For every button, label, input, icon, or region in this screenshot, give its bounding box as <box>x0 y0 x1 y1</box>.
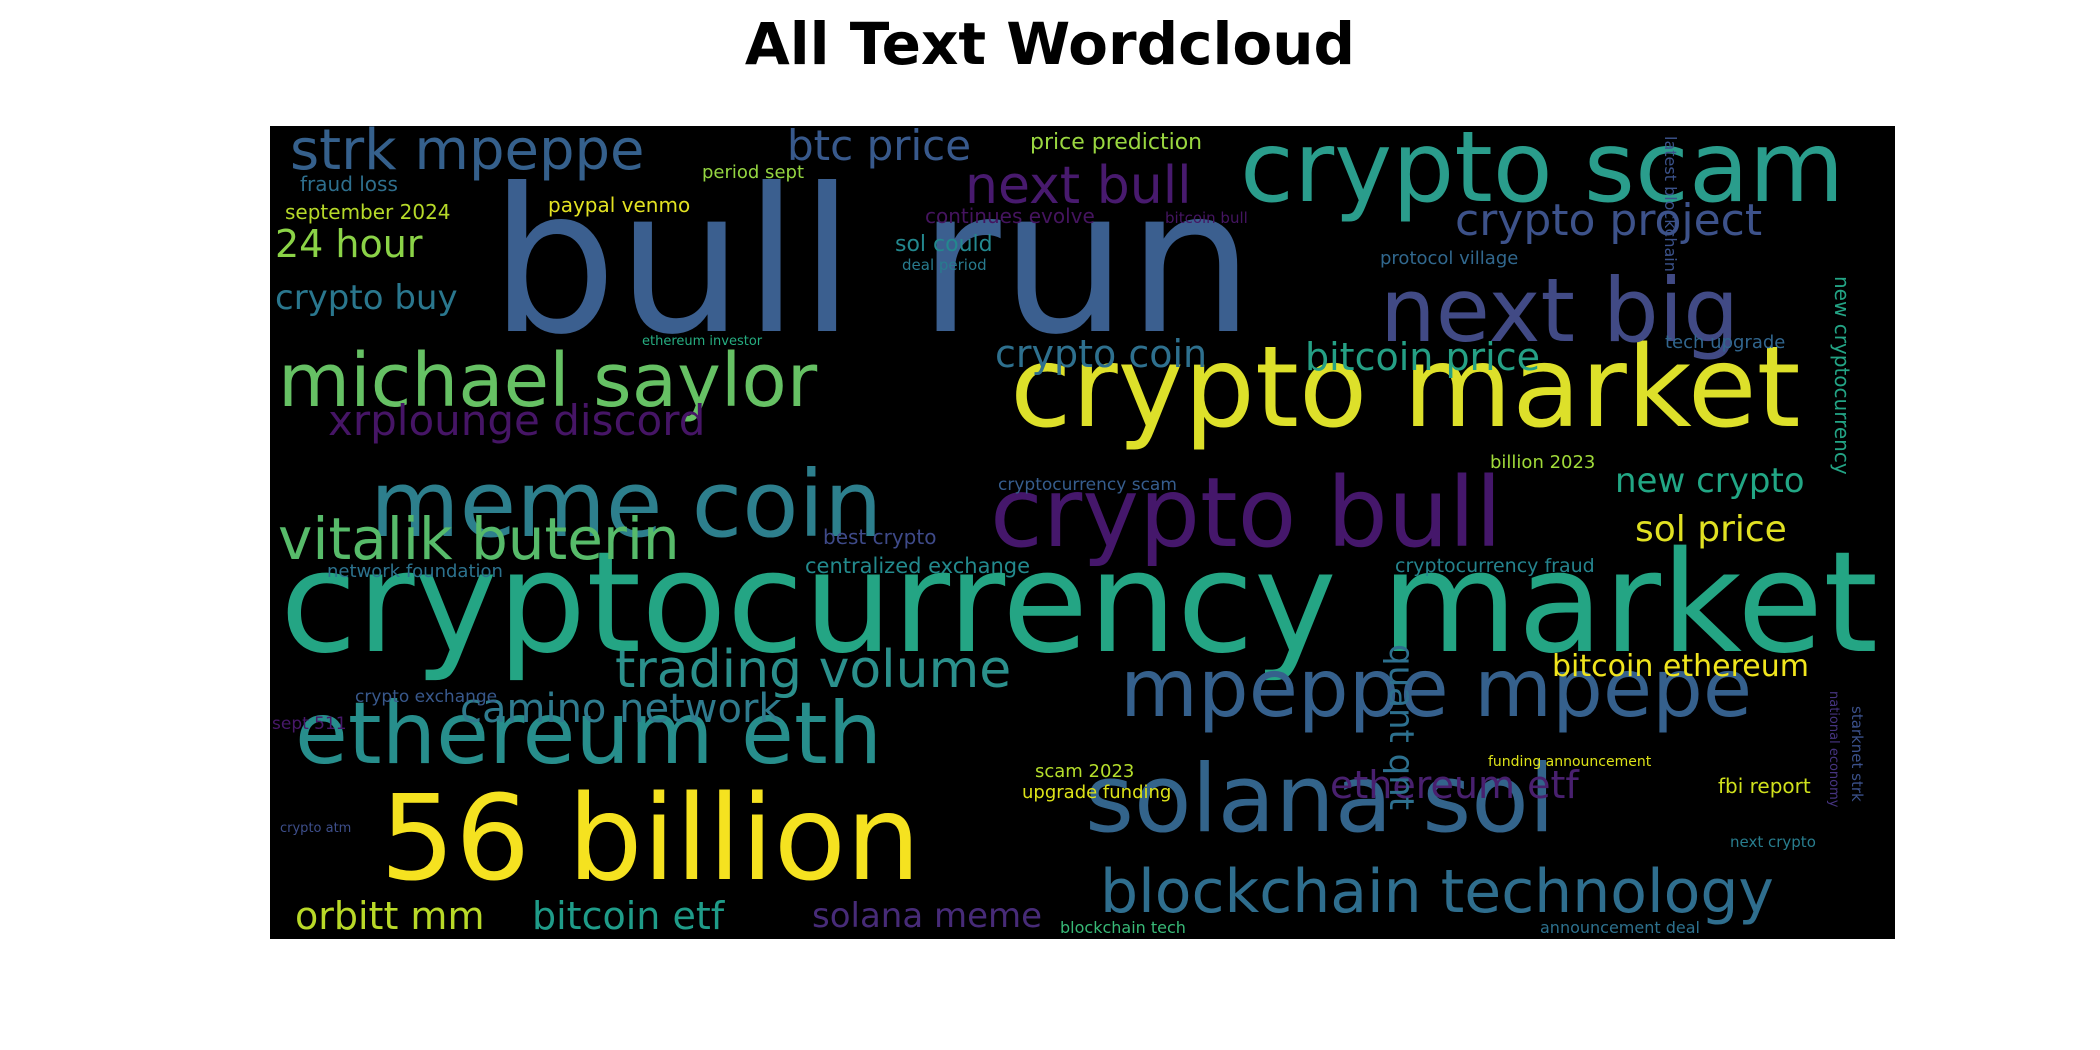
word-bull-run: bull run <box>490 146 1254 379</box>
word-fbi-report: fbi report <box>1718 774 1811 798</box>
word-latest-blockchain: latest blockchain <box>1661 136 1680 272</box>
word-period-sept: period sept <box>702 162 804 183</box>
word-sol-price: sol price <box>1635 509 1787 550</box>
word-ethereum-investor: ethereum investor <box>642 334 763 349</box>
word-crypto-coin: crypto coin <box>995 332 1207 376</box>
word-ethereum-etf: ethereum etf <box>1330 763 1580 807</box>
word-56-billion: 56 billion <box>380 769 921 907</box>
word-crypto-atm: crypto atm <box>280 821 351 836</box>
word-paypal-venmo: paypal venmo <box>548 193 690 217</box>
word-billion-2023: billion 2023 <box>1490 452 1595 473</box>
word-scam-2023: scam 2023 <box>1035 761 1134 782</box>
word-september-2024: september 2024 <box>285 200 451 224</box>
word-centralized-exchange: centralized exchange <box>805 554 1030 578</box>
word-tech-upgrade: tech upgrade <box>1665 332 1785 353</box>
word-next-big: next big <box>1380 259 1739 362</box>
word-crypto-buy: crypto buy <box>275 278 458 318</box>
word-crypto-bull: crypto bull <box>990 457 1502 569</box>
word-solana-sol: solana sol <box>1085 745 1555 854</box>
word-24-hour: 24 hour <box>275 222 423 266</box>
word-next-bull: next bull <box>965 156 1192 216</box>
word-cryptocurrency-scam: cryptocurrency scam <box>998 475 1177 495</box>
word-deal-period: deal period <box>902 256 987 274</box>
word-vitalik-buterin: vitalik buterin <box>278 505 680 573</box>
word-solana-meme: solana meme <box>812 896 1042 936</box>
word-btc-price: btc price <box>787 126 971 170</box>
chart-title: All Text Wordcloud <box>744 10 1356 78</box>
word-sept-511: sept 511 <box>272 714 347 734</box>
word-price-prediction: price prediction <box>1030 130 1202 155</box>
word-starknet-strk: starknet strk <box>1848 706 1866 802</box>
word-quant-qnt: quant qnt <box>1381 644 1421 810</box>
word-bitcoin-ethereum: bitcoin ethereum <box>1552 649 1809 684</box>
word-protocol-village: protocol village <box>1380 248 1518 269</box>
word-camino-network: camino network <box>460 686 782 732</box>
word-crypto-scam: crypto scam <box>1240 126 1844 225</box>
word-network-foundation: network foundation <box>327 561 503 582</box>
word-bitcoin-price: bitcoin price <box>1305 335 1540 379</box>
word-meme-coin: meme coin <box>370 451 882 558</box>
word-continues-evolve: continues evolve <box>925 204 1095 228</box>
word-ethereum-eth: ethereum eth <box>295 684 882 784</box>
word-upgrade-funding: upgrade funding <box>1022 782 1171 803</box>
word-michael-saylor: michael saylor <box>278 338 818 424</box>
word-crypto-market: crypto market <box>1010 323 1801 453</box>
word-cryptocurrency-fraud: cryptocurrency fraud <box>1395 555 1595 577</box>
word-mpeppe-mpepe: mpeppe mpepe <box>1120 642 1752 735</box>
word-new-crypto: new crypto <box>1615 461 1805 501</box>
wordcloud: bull run cryptocurrency market crypto mark… <box>270 126 1895 939</box>
word-trading-volume: trading volume <box>615 640 1011 700</box>
word-strk-mpeppe: strk mpeppe <box>290 126 644 183</box>
word-orbitt-mm: orbitt mm <box>295 894 484 938</box>
word-blockchain-technology: blockchain technology <box>1100 857 1774 927</box>
word-fraud-loss: fraud loss <box>300 172 398 196</box>
word-funding-announcement: funding announcement <box>1488 754 1652 770</box>
word-new-cryptocurrency: new cryptocurrency <box>1830 276 1854 475</box>
word-sol-could: sol could <box>895 232 993 257</box>
word-blockchain-tech: blockchain tech <box>1060 918 1186 937</box>
word-xrplounge-discord: xrplounge discord <box>328 396 705 445</box>
word-cryptocurrency-market: cryptocurrency market <box>280 522 1878 685</box>
word-next-crypto: next crypto <box>1730 833 1816 851</box>
word-national-economy: national economy <box>1826 691 1841 808</box>
word-announcement-deal: announcement deal <box>1540 918 1700 937</box>
word-crypto-project: crypto project <box>1455 195 1762 246</box>
word-bitcoin-etf: bitcoin etf <box>532 894 726 938</box>
word-best-crypto: best crypto <box>823 525 936 549</box>
word-crypto-exchange: crypto exchange <box>355 687 497 707</box>
word-bitcoin-bull: bitcoin bull <box>1165 209 1248 227</box>
